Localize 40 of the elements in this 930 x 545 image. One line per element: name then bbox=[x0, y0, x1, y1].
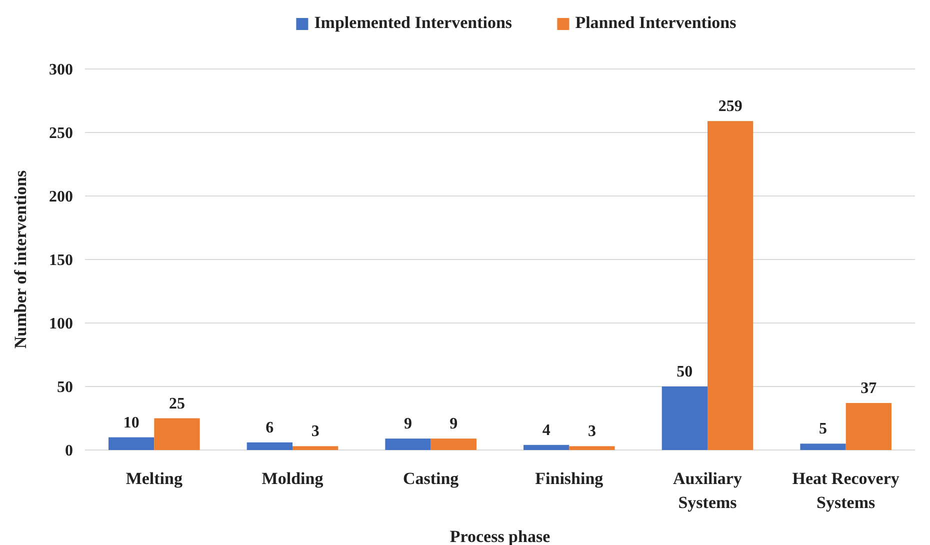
data-label: 259 bbox=[718, 98, 742, 116]
x-tick-label: Finishing bbox=[535, 469, 604, 488]
x-tick-label: Heat Recovery Systems bbox=[792, 469, 900, 512]
data-label: 3 bbox=[588, 423, 596, 440]
data-label: 3 bbox=[311, 423, 320, 440]
legend-label: Planned Interventions bbox=[575, 13, 737, 32]
y-tick-label: 200 bbox=[49, 188, 73, 206]
data-label: 5 bbox=[819, 420, 828, 438]
bar bbox=[524, 444, 570, 450]
bar bbox=[246, 442, 292, 450]
x-tick-label: Molding bbox=[262, 469, 324, 488]
data-label: 6 bbox=[266, 419, 274, 436]
data-label: 37 bbox=[860, 380, 877, 398]
bar bbox=[708, 121, 754, 450]
bar bbox=[385, 438, 431, 450]
y-tick-label: 50 bbox=[57, 379, 73, 396]
x-tick-label: Melting bbox=[126, 469, 183, 488]
bar bbox=[154, 418, 200, 450]
y-axis-title: Number of interventions bbox=[11, 170, 30, 349]
legend-label: Implemented Interventions bbox=[314, 13, 512, 32]
bar bbox=[846, 403, 892, 450]
data-label: 10 bbox=[123, 414, 140, 432]
x-tick-label: Casting bbox=[402, 469, 460, 488]
y-tick-label: 150 bbox=[49, 252, 73, 270]
bar bbox=[800, 444, 846, 450]
y-tick-label: 250 bbox=[49, 125, 73, 142]
bar bbox=[662, 386, 708, 450]
y-tick-label: 300 bbox=[49, 62, 73, 79]
bar bbox=[569, 446, 615, 450]
data-label: 50 bbox=[676, 364, 693, 380]
data-label: 25 bbox=[168, 395, 185, 412]
data-label: 9 bbox=[404, 416, 412, 433]
bar bbox=[430, 438, 476, 450]
bar bbox=[108, 437, 154, 450]
bar bbox=[292, 446, 338, 450]
y-tick-label: 0 bbox=[65, 442, 73, 460]
x-tick-label: Auxiliary Systems bbox=[673, 469, 742, 512]
data-label: 4 bbox=[542, 422, 550, 439]
data-label: 9 bbox=[450, 416, 458, 433]
y-tick-label: 100 bbox=[49, 316, 73, 333]
